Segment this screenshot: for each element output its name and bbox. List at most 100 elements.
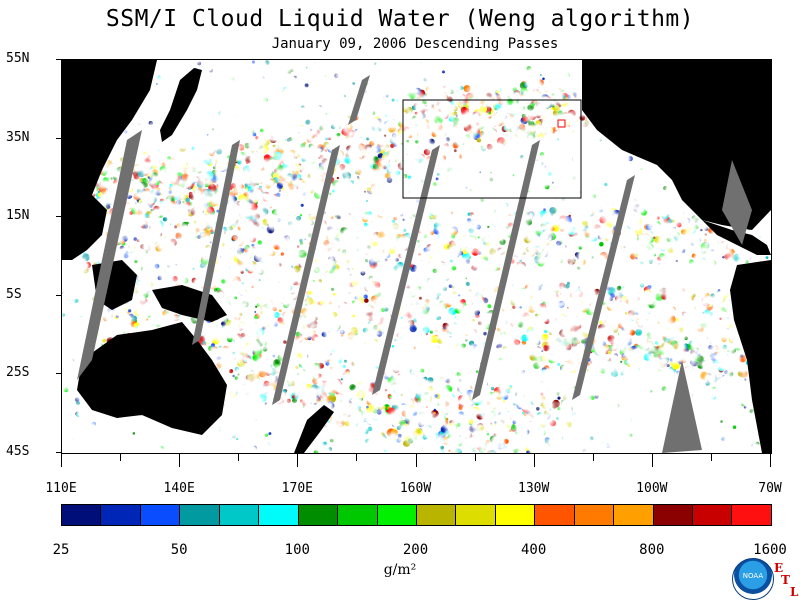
cloud-speck xyxy=(541,108,546,113)
cloud-speck xyxy=(345,396,349,400)
cloud-speck xyxy=(706,442,710,447)
cloud-speck xyxy=(416,424,419,427)
cloud-speck xyxy=(137,169,145,178)
cloud-speck xyxy=(243,317,247,320)
cloud-speck xyxy=(331,124,336,129)
cloud-speck xyxy=(443,142,449,148)
cloud-speck xyxy=(506,93,511,98)
cloud-speck xyxy=(266,371,271,376)
cloud-speck xyxy=(329,268,335,274)
cloud-speck xyxy=(342,171,352,181)
cloud-speck xyxy=(544,341,549,346)
cloud-speck xyxy=(138,220,142,224)
cloud-speck xyxy=(377,404,383,411)
cloud-speck xyxy=(260,207,269,216)
cloud-speck xyxy=(285,89,289,94)
cloud-speck xyxy=(178,144,186,152)
cloud-speck xyxy=(299,169,303,173)
cloud-speck xyxy=(433,215,438,220)
cloud-speck xyxy=(104,212,112,219)
cloud-speck xyxy=(221,279,226,284)
cloud-speck xyxy=(216,69,221,74)
cloud-speck xyxy=(279,297,286,304)
land-south-america xyxy=(730,260,771,453)
cloud-speck xyxy=(377,231,386,240)
cloud-speck xyxy=(282,314,288,320)
cloud-speck xyxy=(385,144,390,149)
lat-label: 5S xyxy=(6,286,22,302)
cloud-speck xyxy=(635,227,643,235)
cloud-speck xyxy=(382,405,386,410)
cloud-speck xyxy=(483,331,487,336)
cloud-speck xyxy=(108,177,110,179)
cloud-speck xyxy=(410,157,415,162)
cloud-speck xyxy=(276,182,284,190)
cloud-speck xyxy=(254,346,263,355)
cloud-speck xyxy=(336,233,343,239)
cloud-speck xyxy=(270,198,274,202)
cloud-speck xyxy=(472,87,477,92)
cloud-speck xyxy=(346,149,351,153)
cloud-speck xyxy=(576,244,580,247)
cloud-speck xyxy=(424,104,431,111)
cloud-speck xyxy=(190,179,195,184)
cloud-speck xyxy=(593,288,601,296)
cloud-speck xyxy=(491,263,499,272)
cloud-speck xyxy=(464,432,473,440)
cloud-speck xyxy=(436,316,441,321)
cloud-speck xyxy=(384,258,388,262)
cloud-speck xyxy=(386,150,394,158)
cloud-speck xyxy=(115,314,119,318)
cloud-speck xyxy=(497,319,504,327)
cloud-speck xyxy=(540,223,546,229)
cloud-speck xyxy=(258,369,267,378)
cloud-speck xyxy=(442,264,447,268)
cloud-speck xyxy=(413,318,418,323)
cloud-speck xyxy=(295,334,303,343)
cloud-speck xyxy=(253,253,262,262)
cloud-speck xyxy=(332,180,341,189)
cloud-speck xyxy=(298,363,303,367)
cloud-speck xyxy=(601,442,605,446)
cloud-speck xyxy=(434,115,443,125)
cloud-speck xyxy=(395,170,401,176)
cloud-speck xyxy=(136,326,140,330)
cloud-speck xyxy=(433,451,439,453)
cloud-speck xyxy=(702,258,707,262)
cloud-speck xyxy=(330,326,335,331)
cloud-speck xyxy=(340,421,343,424)
cloud-speck xyxy=(524,82,529,88)
cloud-speck xyxy=(639,283,645,288)
cloud-speck xyxy=(533,88,539,94)
cloud-speck xyxy=(321,331,328,338)
cloud-speck xyxy=(440,377,444,381)
cloud-speck xyxy=(733,253,742,262)
cloud-speck xyxy=(166,311,170,315)
cloud-speck xyxy=(693,321,698,326)
cloud-speck xyxy=(445,137,450,142)
cloud-speck xyxy=(375,189,380,195)
cloud-speck xyxy=(140,267,146,272)
cloud-speck xyxy=(542,229,545,232)
cloud-speck xyxy=(389,138,395,144)
cloud-speck xyxy=(483,381,489,387)
cloud-speck xyxy=(565,317,568,320)
cloud-speck xyxy=(492,112,500,120)
cloud-speck xyxy=(369,187,377,194)
cloud-speck xyxy=(633,204,642,213)
cloud-speck xyxy=(275,334,281,340)
cloud-speck xyxy=(465,277,468,280)
cloud-speck xyxy=(268,306,271,309)
cloud-speck xyxy=(195,189,200,193)
cloud-speck xyxy=(533,350,540,357)
cloud-speck xyxy=(282,162,289,169)
cloud-speck xyxy=(617,331,623,337)
cloud-speck xyxy=(427,377,434,384)
cloud-speck xyxy=(250,261,257,268)
cloud-speck xyxy=(356,169,361,174)
cloud-speck xyxy=(453,251,460,258)
cloud-speck xyxy=(474,93,478,98)
cloud-speck xyxy=(420,108,426,114)
cloud-speck xyxy=(567,109,576,118)
cloud-speck xyxy=(327,247,332,252)
